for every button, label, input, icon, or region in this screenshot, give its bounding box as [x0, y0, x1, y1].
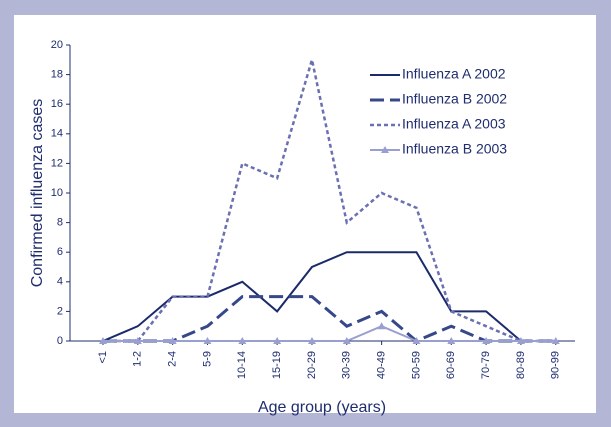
point-marker — [412, 337, 421, 344]
point-marker — [133, 337, 142, 344]
point-marker — [551, 337, 560, 344]
x-tick-label: 30-39 — [341, 351, 353, 379]
x-tick-label: 60-69 — [445, 351, 457, 379]
point-marker — [342, 337, 351, 344]
series-line — [103, 325, 556, 342]
point-marker — [516, 337, 525, 344]
y-axis-label: Confirmed influenza cases — [29, 99, 46, 288]
x-tick-label: 50-59 — [410, 351, 422, 379]
y-tick-label: 2 — [57, 305, 63, 317]
point-marker — [99, 337, 107, 344]
series-line — [102, 251, 556, 342]
x-tick-label: 70-79 — [480, 351, 492, 379]
point-marker — [273, 337, 282, 344]
y-tick-label: 8 — [57, 217, 63, 229]
y-tick-label: 6 — [57, 246, 63, 258]
x-tick-label: 2-4 — [167, 351, 179, 367]
legend-text: Influenza B 2002 — [402, 91, 507, 107]
legend-text: Influenza A 2003 — [402, 116, 506, 132]
point-marker — [307, 337, 316, 344]
point-marker — [203, 337, 212, 344]
legend-text: Influenza A 2002 — [402, 66, 506, 82]
y-tick-label: 12 — [51, 157, 63, 169]
x-tick-label: 5-9 — [201, 351, 213, 367]
y-tick-label: 4 — [57, 276, 63, 288]
point-marker — [447, 337, 456, 344]
legend-marker — [381, 146, 389, 153]
x-tick-label: 40-49 — [376, 351, 388, 379]
x-tick-label: 80-89 — [515, 351, 527, 379]
x-tick-label: 15-19 — [271, 351, 283, 379]
y-tick-label: 10 — [51, 187, 63, 199]
y-tick-label: 18 — [51, 69, 63, 81]
point-marker — [377, 322, 386, 330]
x-tick-label: 20-29 — [306, 351, 318, 379]
x-axis-label: Age group (years) — [258, 399, 386, 416]
y-tick-label: 14 — [51, 128, 63, 140]
y-tick-label: 20 — [51, 39, 63, 51]
y-tick-label: 16 — [51, 98, 63, 110]
x-tick-label: 10-14 — [236, 351, 248, 379]
point-marker — [168, 337, 177, 344]
x-tick-label: <1 — [97, 351, 109, 364]
y-tick-label: 0 — [57, 335, 63, 347]
point-marker — [482, 337, 491, 344]
series-line — [103, 295, 556, 343]
legend-text: Influenza B 2003 — [402, 141, 507, 157]
point-marker — [238, 337, 247, 344]
x-tick-label: 1-2 — [132, 351, 144, 367]
series-line — [103, 59, 556, 343]
x-tick-label: 90-99 — [550, 351, 562, 379]
